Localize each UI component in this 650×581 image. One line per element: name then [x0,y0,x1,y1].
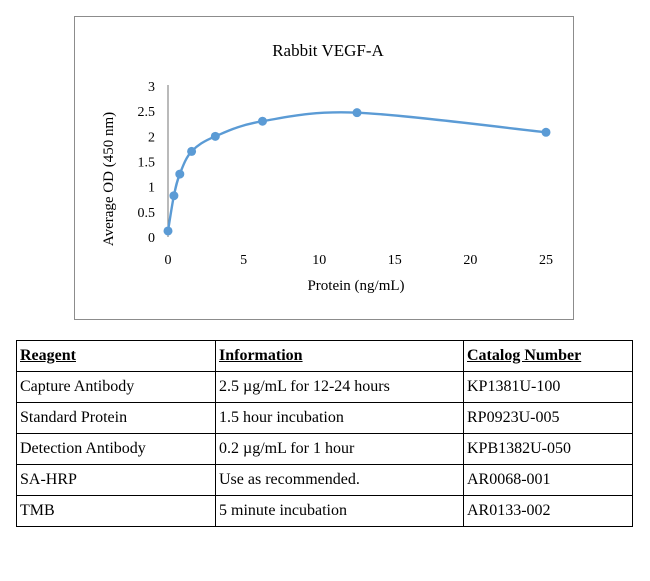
x-tick-label: 15 [388,253,402,268]
chart-panel: Rabbit VEGF-A 0 5 10 15 20 25 0 0.5 1 1.5 2 2.5 3 Pr… [74,16,574,320]
cell-information: 5 minute incubation [215,495,464,527]
y-tick-label: 1 [148,181,155,196]
y-tick-label: 0.5 [138,206,156,221]
chart: Rabbit VEGF-A 0 5 10 15 20 25 0 0.5 1 1.5 2 2.5 3 Pr… [101,41,554,294]
data-point [175,169,185,179]
data-point [210,131,220,141]
cell-catalog-number: AR0068-001 [463,464,633,496]
series-line [166,111,547,232]
chart-title: Rabbit VEGF-A [272,41,384,60]
table-row: TMB 5 minute incubation AR0133-002 [16,495,633,527]
data-point [187,146,197,156]
x-tick-label: 20 [463,253,477,268]
cell-reagent: TMB [16,495,216,527]
cell-catalog-number: AR0133-002 [463,495,633,527]
cell-information: Use as recommended. [215,464,464,496]
header-information: Information [215,340,464,372]
cell-catalog-number: KP1381U-100 [463,371,633,403]
cell-information: 0.2 µg/mL for 1 hour [215,433,464,465]
y-tick-label: 2 [148,130,155,145]
cell-information: 2.5 µg/mL for 12-24 hours [215,371,464,403]
reagent-table: Reagent Information Catalog Number Captu… [16,340,633,527]
table-row: SA-HRP Use as recommended. AR0068-001 [16,464,633,496]
data-point [169,191,179,201]
data-point [541,127,551,137]
cell-catalog-number: KPB1382U-050 [463,433,633,465]
cell-information: 1.5 hour incubation [215,402,464,434]
y-tick-label: 1.5 [138,156,156,171]
cell-reagent: SA-HRP [16,464,216,496]
table-row: Capture Antibody 2.5 µg/mL for 12-24 hou… [16,371,633,403]
x-tick-label: 0 [165,253,172,268]
cell-reagent: Capture Antibody [16,371,216,403]
x-tick-label: 25 [539,253,553,268]
x-tick-label: 5 [240,253,247,268]
table-row: Detection Antibody 0.2 µg/mL for 1 hour … [16,433,633,465]
table-header-row: Reagent Information Catalog Number [16,340,633,372]
data-point [258,116,267,126]
cell-reagent: Standard Protein [16,402,216,434]
header-catalog-number: Catalog Number [463,340,633,372]
data-point [352,108,362,118]
x-tick-label: 10 [312,253,326,268]
y-axis-label: Average OD (450 nm) [101,112,117,246]
header-reagent: Reagent [16,340,216,372]
tick-labels: 0 5 10 15 20 25 0 0.5 1 1.5 2 2.5 3 [138,80,554,268]
y-tick-label: 0 [148,231,155,246]
table-row: Standard Protein 1.5 hour incubation RP0… [16,402,633,434]
cell-reagent: Detection Antibody [16,433,216,465]
x-axis-label: Protein (ng/mL) [307,278,404,294]
cell-catalog-number: RP0923U-005 [463,402,633,434]
data-point [163,226,173,236]
y-tick-label: 3 [148,80,155,95]
series [163,108,551,236]
y-tick-label: 2.5 [138,105,156,120]
